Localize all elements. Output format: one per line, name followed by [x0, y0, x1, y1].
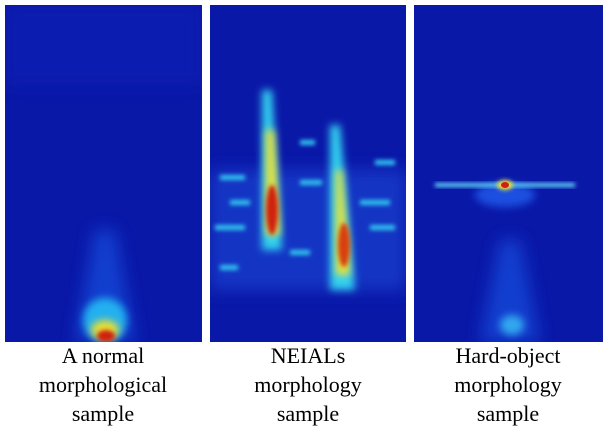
caption-line: Hard-object	[455, 343, 560, 368]
caption-line: morphology	[454, 372, 562, 397]
caption-line: sample	[72, 401, 134, 426]
caption-line: morphology	[254, 372, 362, 397]
caption-line: A normal	[62, 343, 145, 368]
heatmap-normal	[5, 5, 202, 342]
caption-line: morphological	[39, 372, 167, 397]
caption-line: NEIALs	[271, 343, 346, 368]
caption-line: sample	[477, 401, 539, 426]
caption-line: sample	[277, 401, 339, 426]
heatmap-neials	[210, 5, 406, 342]
heatmap-hard-object	[414, 5, 603, 342]
